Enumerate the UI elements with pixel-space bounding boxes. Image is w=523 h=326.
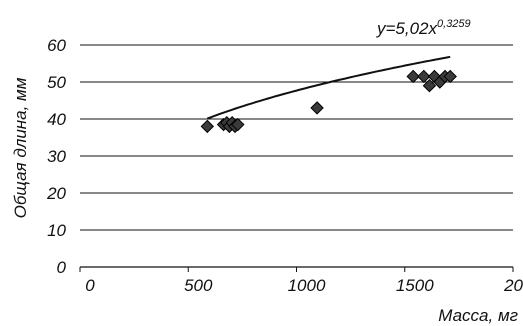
x-tick-label: 500 xyxy=(184,276,213,295)
x-tick-labels: 0 500 1000 1500 2000 xyxy=(85,276,523,295)
x-tick-label: 1000 xyxy=(288,276,326,295)
data-point xyxy=(231,117,245,132)
data-point xyxy=(417,69,431,84)
y-tick-label: 40 xyxy=(47,110,66,129)
y-axis-title: Общая длина, мм xyxy=(11,77,30,218)
y-tick-label: 30 xyxy=(47,147,66,166)
x-tick-marks xyxy=(79,267,514,272)
data-point xyxy=(200,119,215,134)
trendline-equation: y=5,02x0,3259 xyxy=(376,18,471,38)
y-tick-label: 0 xyxy=(57,258,67,277)
y-tick-label: 20 xyxy=(46,184,66,203)
data-point xyxy=(443,69,457,84)
power-trendline xyxy=(206,55,451,120)
data-point xyxy=(310,101,324,115)
y-tick-label: 50 xyxy=(47,73,66,92)
y-tick-labels: 0 10 20 30 40 50 60 xyxy=(46,36,66,277)
data-point xyxy=(406,69,420,84)
y-tick-label: 10 xyxy=(47,221,66,240)
y-tick-label: 60 xyxy=(47,36,66,55)
x-tick-label: 2000 xyxy=(503,276,523,295)
x-tick-label: 0 xyxy=(85,276,95,295)
data-points xyxy=(200,69,457,134)
x-tick-label: 1500 xyxy=(396,276,434,295)
data-point xyxy=(422,78,437,93)
gridlines xyxy=(80,44,513,231)
x-axis-title: Масса, мг xyxy=(438,306,518,325)
